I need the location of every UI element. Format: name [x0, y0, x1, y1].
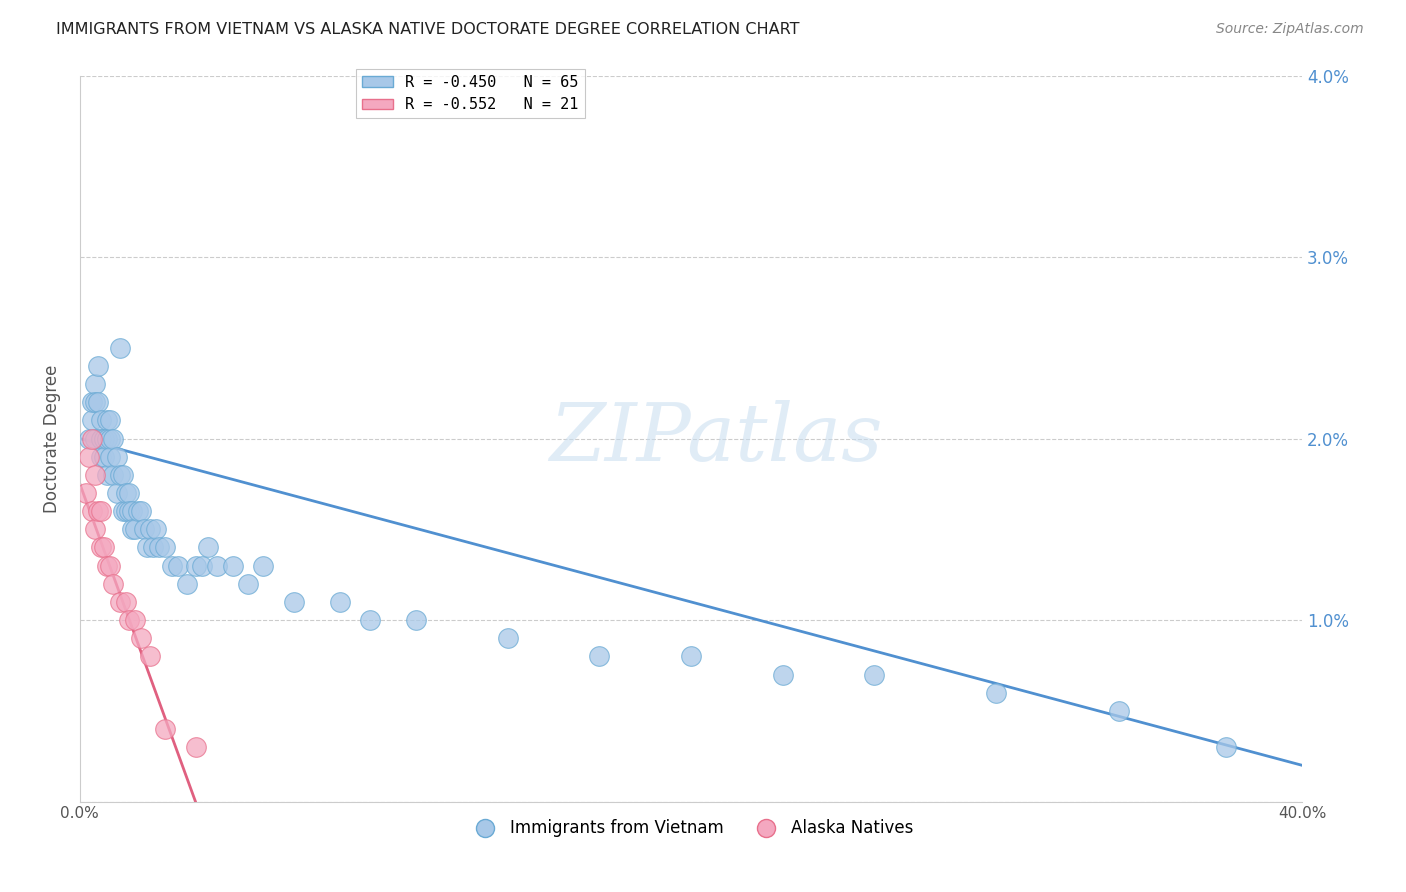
Point [679, 649, 702, 664]
Point [252, 558, 274, 573]
Point [121, 504, 143, 518]
Point [87, 395, 110, 409]
Point [100, 432, 122, 446]
Point [111, 467, 134, 482]
Point [132, 522, 155, 536]
Point [84, 522, 107, 536]
Point [90, 504, 112, 518]
Point [90, 450, 112, 464]
Point [986, 686, 1008, 700]
Point [114, 486, 136, 500]
Point [1108, 704, 1130, 718]
Point [124, 613, 146, 627]
Point [863, 667, 886, 681]
Point [588, 649, 610, 664]
Point [176, 576, 198, 591]
Point [84, 467, 107, 482]
Point [75, 486, 97, 500]
Point [103, 432, 125, 446]
Point [166, 558, 188, 573]
Point [124, 522, 146, 536]
Point [87, 504, 110, 518]
Point [236, 576, 259, 591]
Point [114, 504, 136, 518]
Text: ZIPatlas: ZIPatlas [548, 400, 882, 477]
Point [84, 432, 107, 446]
Point [103, 576, 125, 591]
Point [136, 541, 159, 555]
Point [90, 432, 112, 446]
Point [118, 504, 141, 518]
Point [155, 541, 177, 555]
Point [111, 504, 134, 518]
Point [118, 486, 141, 500]
Point [77, 450, 100, 464]
Point [87, 359, 110, 373]
Point [96, 467, 118, 482]
Point [108, 595, 131, 609]
Point [84, 395, 107, 409]
Point [96, 432, 118, 446]
Point [129, 504, 152, 518]
Point [155, 722, 177, 736]
Point [80, 504, 103, 518]
Point [77, 432, 100, 446]
Point [197, 541, 219, 555]
Point [207, 558, 229, 573]
Point [90, 413, 112, 427]
Point [93, 541, 115, 555]
Point [121, 522, 143, 536]
Point [93, 432, 115, 446]
Point [160, 558, 183, 573]
Point [148, 541, 170, 555]
Text: Source: ZipAtlas.com: Source: ZipAtlas.com [1216, 22, 1364, 37]
Point [496, 631, 519, 645]
Point [93, 450, 115, 464]
Point [184, 558, 207, 573]
Point [139, 649, 162, 664]
Point [127, 504, 149, 518]
Point [145, 522, 167, 536]
Y-axis label: Doctorate Degree: Doctorate Degree [44, 364, 60, 513]
Point [139, 522, 162, 536]
Point [142, 541, 165, 555]
Point [118, 613, 141, 627]
Point [80, 413, 103, 427]
Point [103, 467, 125, 482]
Text: IMMIGRANTS FROM VIETNAM VS ALASKA NATIVE DOCTORATE DEGREE CORRELATION CHART: IMMIGRANTS FROM VIETNAM VS ALASKA NATIVE… [56, 22, 800, 37]
Point [772, 667, 794, 681]
Point [100, 413, 122, 427]
Point [329, 595, 352, 609]
Point [100, 450, 122, 464]
Point [184, 740, 207, 755]
Point [114, 595, 136, 609]
Legend: Immigrants from Vietnam, Alaska Natives: Immigrants from Vietnam, Alaska Natives [463, 813, 920, 844]
Point [1215, 740, 1237, 755]
Point [80, 432, 103, 446]
Point [96, 413, 118, 427]
Point [84, 377, 107, 392]
Point [191, 558, 214, 573]
Point [90, 541, 112, 555]
Point [105, 450, 128, 464]
Point [96, 558, 118, 573]
Point [108, 341, 131, 355]
Point [221, 558, 243, 573]
Point [129, 631, 152, 645]
Point [108, 467, 131, 482]
Point [405, 613, 427, 627]
Point [283, 595, 305, 609]
Point [80, 395, 103, 409]
Point [359, 613, 381, 627]
Point [105, 486, 128, 500]
Point [100, 558, 122, 573]
